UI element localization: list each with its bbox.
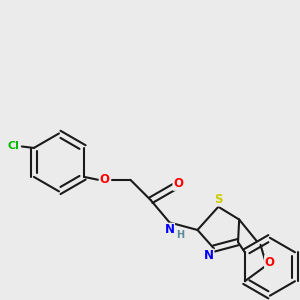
Text: O: O	[99, 173, 109, 186]
Text: N: N	[164, 223, 175, 236]
Text: Cl: Cl	[8, 142, 20, 152]
Text: N: N	[204, 249, 214, 262]
Text: O: O	[173, 177, 183, 190]
Text: H: H	[176, 230, 184, 240]
Text: O: O	[265, 256, 275, 269]
Text: S: S	[214, 193, 223, 206]
